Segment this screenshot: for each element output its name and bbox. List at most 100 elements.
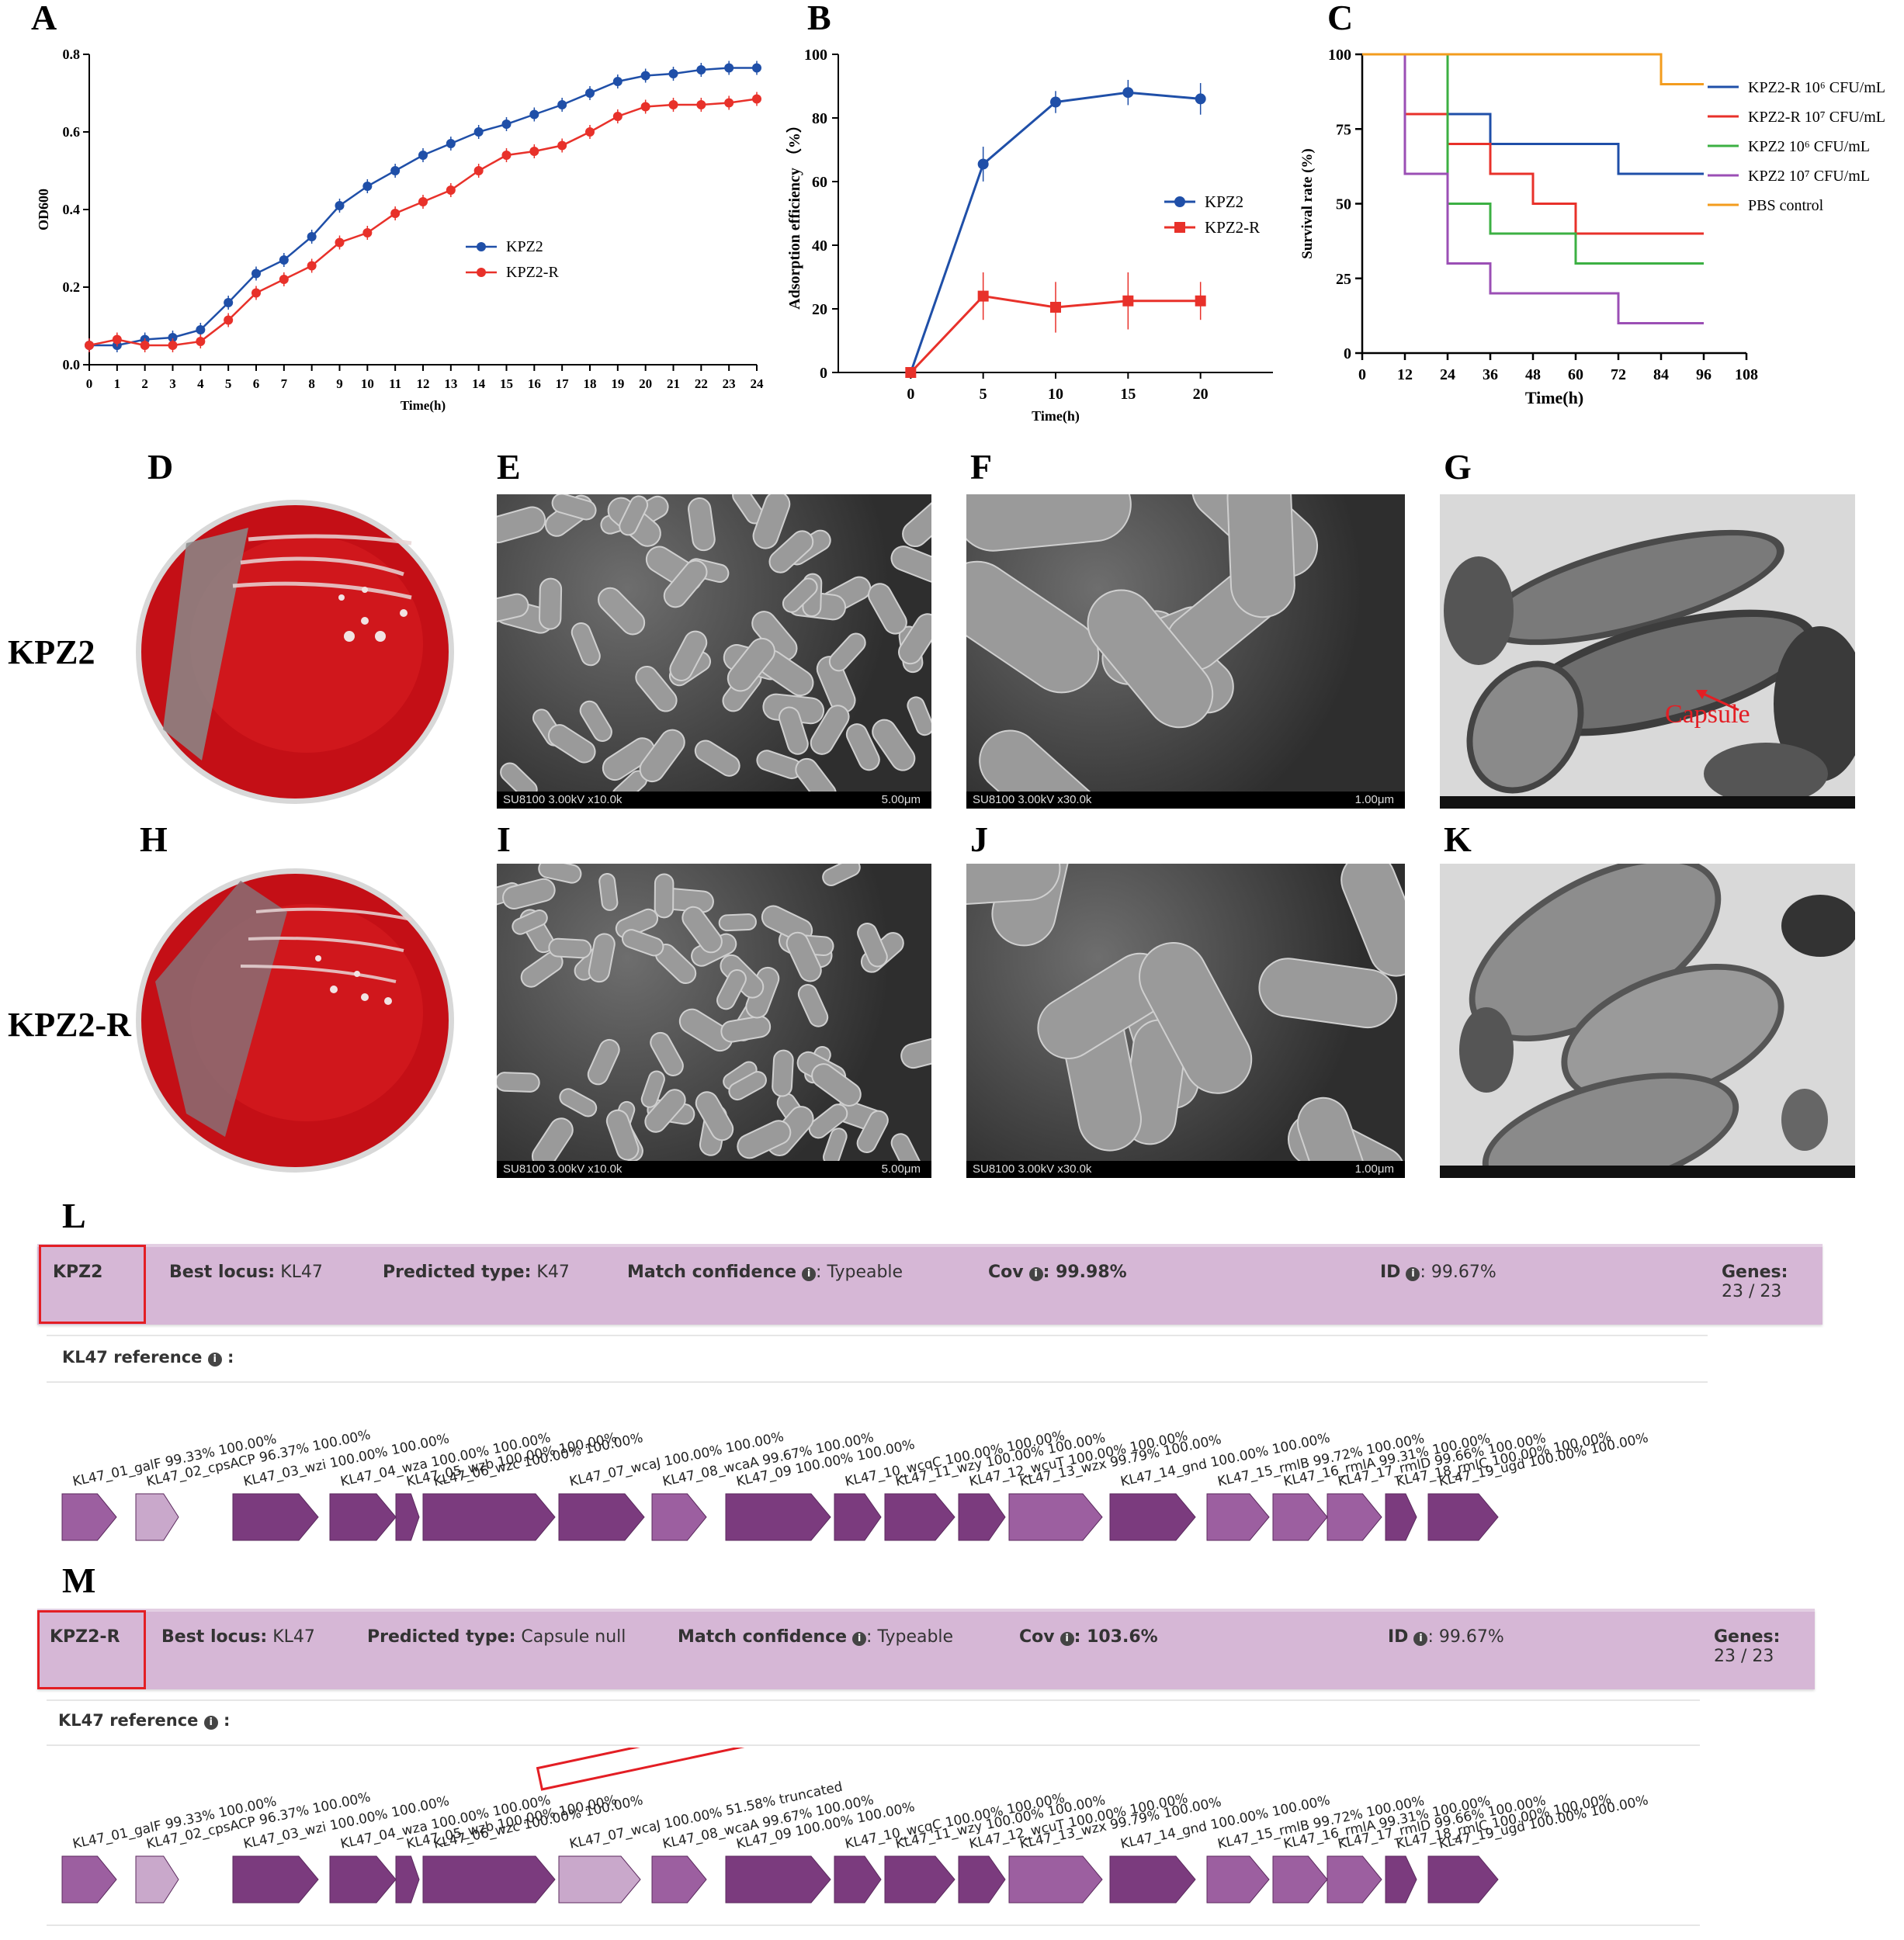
bacterium-rod bbox=[654, 873, 675, 919]
reference-label-m-text: KL47 reference bbox=[58, 1711, 199, 1730]
x-tick-label: 18 bbox=[584, 376, 597, 391]
reference-label-l: KL47 reference i : bbox=[62, 1348, 234, 1367]
blood-agar-plate-d bbox=[132, 497, 458, 807]
bacterium-rod bbox=[1258, 958, 1398, 1029]
data-point bbox=[1050, 301, 1061, 313]
data-point bbox=[752, 63, 761, 73]
divider bbox=[47, 1335, 1708, 1336]
bacterium-rod bbox=[900, 1034, 931, 1069]
x-tick-label: 3 bbox=[169, 376, 176, 391]
gene-arrow bbox=[1385, 1493, 1417, 1541]
bacterium-rod bbox=[497, 506, 546, 544]
x-tick-label: 16 bbox=[528, 376, 541, 391]
kaptive-m-id: ID i: 99.67% bbox=[1388, 1627, 1504, 1647]
bacterium-rod bbox=[856, 1110, 889, 1154]
data-point bbox=[335, 237, 345, 248]
bacterium-rod bbox=[808, 1103, 848, 1139]
x-tick-label: 13 bbox=[444, 376, 457, 391]
panel-letter-c: C bbox=[1327, 0, 1354, 37]
kaptive-l-predicted-type: Predicted type: K47 bbox=[383, 1263, 570, 1282]
data-point bbox=[501, 120, 512, 129]
gene-arrow bbox=[558, 1493, 645, 1541]
kaptive-l-cov: Cov i: 99.98% bbox=[988, 1263, 1127, 1282]
gene-arrow bbox=[1385, 1855, 1417, 1904]
x-tick-label: 21 bbox=[667, 376, 680, 391]
blood-agar-plate-h bbox=[132, 865, 458, 1176]
tem-k-bar bbox=[1440, 1166, 1855, 1178]
bacterium-rod bbox=[571, 622, 601, 667]
series-line bbox=[88, 98, 758, 347]
sem-f-caption-text: SU8100 3.00kV x30.0k bbox=[973, 793, 1092, 806]
gene-arrow bbox=[651, 1855, 707, 1904]
bacterium-rod bbox=[663, 559, 708, 608]
bacterium-rod bbox=[907, 696, 931, 736]
info-icon[interactable]: i bbox=[802, 1267, 817, 1281]
bacterium-rod bbox=[811, 1063, 862, 1107]
x-tick-label: 12 bbox=[1397, 366, 1413, 383]
bacterium-rod bbox=[598, 872, 619, 911]
bacterium-rod bbox=[872, 719, 916, 771]
x-tick-label: 11 bbox=[389, 376, 401, 391]
bacterium-rod bbox=[588, 933, 616, 983]
x-axis-label: Time(h) bbox=[401, 398, 446, 413]
bacterium-rod bbox=[728, 1071, 767, 1101]
kaptive-l-match-label: Match confidence bbox=[627, 1263, 797, 1282]
bacterium-rod bbox=[598, 587, 646, 636]
kaptive-m-id-value: : 99.67% bbox=[1427, 1627, 1504, 1647]
kaptive-m-cov: Cov i: 103.6% bbox=[1019, 1627, 1158, 1647]
y-axis-label: Adsorption efficiency （%） bbox=[786, 117, 803, 310]
gene-arrow bbox=[725, 1493, 831, 1541]
x-tick-label: 22 bbox=[695, 376, 708, 391]
data-point bbox=[668, 69, 678, 78]
bacterium-rod bbox=[539, 577, 563, 630]
kaptive-l-best-locus: Best locus: KL47 bbox=[169, 1263, 323, 1282]
bacterium-rod bbox=[681, 906, 723, 954]
gene-arrow bbox=[232, 1493, 319, 1541]
x-tick-label: 19 bbox=[611, 376, 624, 391]
gene-map-kpz2: KL47_01_galF 99.33% 100.00%KL47_02_cpsAC… bbox=[61, 1427, 1649, 1541]
kaptive-m-predicted-type-label: Predicted type: bbox=[367, 1627, 516, 1647]
capsule-annotation: Capsule bbox=[1665, 700, 1750, 729]
panel-letter-i: I bbox=[497, 819, 511, 859]
gene-arrow bbox=[1272, 1493, 1328, 1541]
info-icon[interactable]: i bbox=[207, 1353, 222, 1367]
kaptive-m-genes-label: Genes: bbox=[1714, 1627, 1781, 1647]
info-icon[interactable]: i bbox=[1413, 1632, 1428, 1646]
data-point bbox=[696, 65, 706, 74]
legend-label: KPZ2 bbox=[1205, 192, 1243, 211]
data-point bbox=[418, 151, 428, 160]
info-icon[interactable]: i bbox=[203, 1716, 218, 1730]
gene-arrow bbox=[884, 1493, 955, 1541]
info-icon[interactable]: i bbox=[852, 1632, 867, 1646]
bacterium-rod bbox=[720, 1015, 772, 1043]
sem-i-scale: 5.00μm bbox=[881, 1162, 921, 1176]
panel-letter-a: A bbox=[31, 0, 57, 37]
series-line bbox=[1362, 53, 1704, 85]
bacterium-rod bbox=[737, 1120, 792, 1159]
data-point bbox=[473, 166, 484, 175]
data-point bbox=[724, 63, 734, 73]
legend-label: KPZ2-R bbox=[1205, 218, 1260, 237]
bacterium-rod bbox=[695, 1091, 734, 1141]
bacterium-rod bbox=[1226, 494, 1295, 618]
y-tick-label: 100 bbox=[1328, 47, 1351, 64]
sem-j-caption-text: SU8100 3.00kV x30.0k bbox=[973, 1162, 1092, 1176]
info-icon[interactable]: i bbox=[1406, 1267, 1420, 1281]
bacterium-rod bbox=[718, 913, 757, 932]
sem-e-scale: 5.00μm bbox=[881, 793, 921, 806]
series-line bbox=[1362, 53, 1704, 265]
x-tick-label: 1 bbox=[114, 376, 121, 391]
bacterium-rod bbox=[644, 1089, 686, 1133]
bacterium-rod bbox=[716, 968, 747, 1010]
info-icon[interactable]: i bbox=[1028, 1267, 1043, 1281]
bacterium-rod bbox=[778, 706, 809, 755]
sem-j-caption: SU8100 3.00kV x30.0k 1.00μm bbox=[966, 1161, 1405, 1178]
kaptive-m-id-label: ID bbox=[1388, 1627, 1409, 1647]
x-tick-label: 2 bbox=[141, 376, 148, 391]
gene-arrow bbox=[1109, 1855, 1196, 1904]
panel-letter-h: H bbox=[140, 819, 168, 859]
truncated-highlight bbox=[536, 1748, 882, 1791]
info-icon[interactable]: i bbox=[1060, 1632, 1074, 1646]
kaptive-l-genes-label: Genes: bbox=[1722, 1263, 1788, 1282]
data-point bbox=[529, 147, 539, 156]
